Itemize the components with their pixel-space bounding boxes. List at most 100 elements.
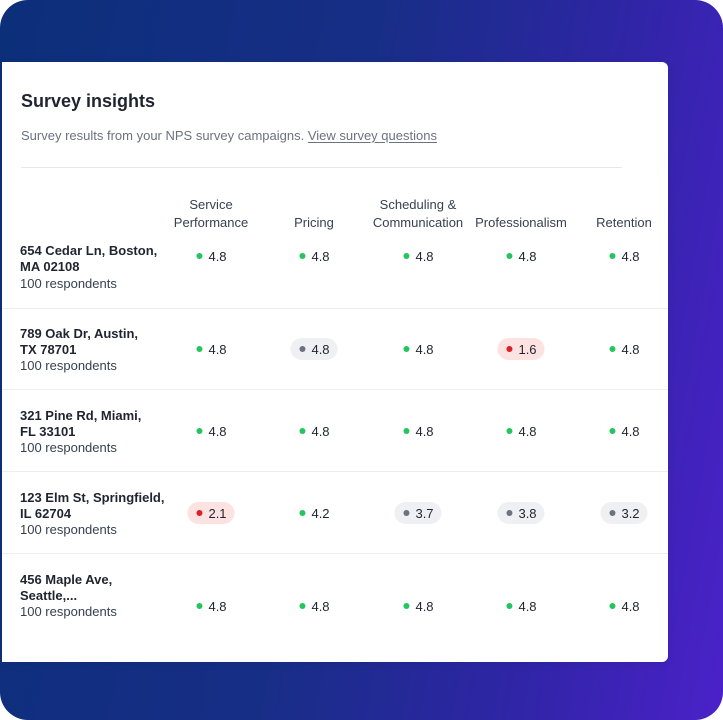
status-dot-icon [506, 253, 513, 259]
status-dot-icon [403, 510, 410, 516]
score-value: 4.8 [208, 248, 227, 264]
status-dot-icon [506, 603, 513, 609]
score-badge: 4.2 [290, 502, 337, 524]
column-header-line1 [596, 196, 652, 214]
score-badge: 4.8 [290, 338, 338, 360]
score-badge: 3.7 [394, 502, 442, 524]
address-line1: 123 Elm St, Springfield, [20, 490, 165, 505]
status-dot-icon [196, 346, 203, 352]
status-dot-icon [196, 253, 203, 259]
address-line1: 789 Oak Dr, Austin, [20, 326, 139, 341]
column-header-line2: Performance [173, 215, 249, 230]
respondents-count: 100 respondents [20, 604, 117, 619]
score-badge: 4.8 [600, 595, 647, 617]
score-badge: 4.8 [600, 338, 647, 360]
score-badge: 4.8 [187, 420, 234, 442]
score-value: 4.8 [415, 341, 434, 357]
respondents-count: 100 respondents [20, 358, 117, 373]
score-badge: 4.8 [394, 338, 441, 360]
score-badge: 3.8 [497, 502, 545, 524]
score-value: 4.8 [415, 598, 434, 614]
address-line2: MA 02108 [20, 259, 80, 274]
column-header-line2: Pricing [294, 215, 334, 230]
respondents-count: 100 respondents [20, 522, 117, 537]
score-value: 3.2 [621, 505, 640, 521]
score-value: 4.8 [621, 341, 640, 357]
score-badge: 4.8 [187, 245, 234, 267]
score-value: 4.8 [208, 423, 227, 439]
address-line1: 654 Cedar Ln, Boston, [20, 243, 158, 258]
view-survey-questions-link[interactable]: View survey questions [307, 128, 437, 143]
score-badge: 4.8 [497, 595, 544, 617]
score-value: 4.8 [621, 248, 640, 264]
score-badge: 1.6 [497, 338, 545, 360]
score-badge: 4.8 [290, 595, 337, 617]
score-value: 4.8 [311, 598, 330, 614]
card-subtitle: Survey results from your NPS survey camp… [21, 128, 437, 143]
address-line2: IL 62704 [20, 506, 72, 521]
status-dot-icon [506, 510, 513, 516]
column-header: Pricing [294, 196, 334, 232]
column-header-line2: Professionalism [475, 215, 567, 230]
address-line1: 456 Maple Ave, [20, 572, 113, 587]
status-dot-icon [196, 603, 203, 609]
row-divider [2, 553, 668, 554]
column-header-line1 [475, 196, 567, 214]
score-badge: 4.8 [600, 420, 647, 442]
column-header-line1: Service [189, 197, 233, 212]
row-address: 789 Oak Dr, Austin, TX 78701 [20, 326, 165, 358]
row-address: 654 Cedar Ln, Boston, MA 02108 [20, 243, 165, 275]
row-address: 123 Elm St, Springfield, IL 62704 [20, 490, 165, 522]
score-value: 3.7 [415, 505, 434, 521]
respondents-count: 100 respondents [20, 440, 117, 455]
score-badge: 3.2 [600, 502, 648, 524]
address-line1: 321 Pine Rd, Miami, [20, 408, 142, 423]
score-value: 4.8 [208, 598, 227, 614]
column-header: Scheduling & Communication [373, 196, 463, 232]
address-line2: TX 78701 [20, 342, 77, 357]
address-line2: Seattle,... [20, 588, 78, 603]
column-header: Service Performance [174, 196, 248, 232]
status-dot-icon [196, 510, 203, 516]
subtitle-text: Survey results from your NPS survey camp… [21, 128, 305, 143]
score-value: 4.8 [415, 248, 434, 264]
score-value: 4.8 [208, 341, 227, 357]
divider [21, 167, 622, 168]
status-dot-icon [299, 346, 306, 352]
status-dot-icon [506, 428, 513, 434]
score-value: 4.8 [621, 598, 640, 614]
score-badge: 4.8 [187, 595, 234, 617]
status-dot-icon [403, 428, 410, 434]
status-dot-icon [403, 603, 410, 609]
status-dot-icon [299, 253, 306, 259]
row-divider [2, 308, 668, 309]
score-value: 1.6 [518, 341, 537, 357]
score-badge: 4.8 [600, 245, 647, 267]
column-header-line1: Scheduling & [379, 197, 457, 212]
score-value: 4.8 [311, 248, 330, 264]
score-value: 4.8 [518, 423, 537, 439]
status-dot-icon [299, 428, 306, 434]
score-badge: 4.8 [497, 420, 544, 442]
score-badge: 4.8 [290, 245, 337, 267]
score-badge: 4.8 [394, 245, 441, 267]
address-line2: FL 33101 [20, 424, 76, 439]
status-dot-icon [609, 253, 616, 259]
score-value: 4.8 [621, 423, 640, 439]
score-badge: 4.8 [187, 338, 234, 360]
score-badge: 4.8 [497, 245, 544, 267]
score-value: 4.8 [311, 423, 330, 439]
score-value: 4.2 [311, 505, 330, 521]
column-header: Professionalism [475, 196, 567, 232]
status-dot-icon [609, 603, 616, 609]
column-header-line2: Communication [372, 215, 464, 230]
score-value: 4.8 [518, 248, 537, 264]
score-value: 4.8 [415, 423, 434, 439]
respondents-count: 100 respondents [20, 276, 117, 291]
score-badge: 4.8 [394, 420, 441, 442]
status-dot-icon [196, 428, 203, 434]
status-dot-icon [609, 428, 616, 434]
status-dot-icon [299, 510, 306, 516]
score-badge: 4.8 [290, 420, 337, 442]
